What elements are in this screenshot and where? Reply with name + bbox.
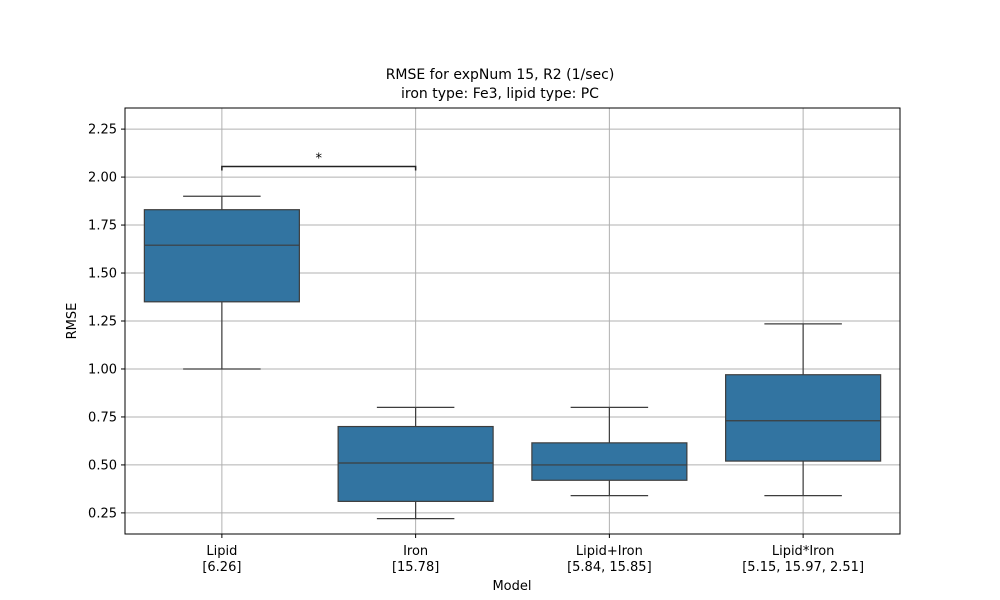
x-tick-sublabel: [6.26] (202, 560, 241, 575)
chart-subtitle: iron type: Fe3, lipid type: PC (401, 86, 599, 102)
x-tick-label: Lipid (206, 544, 237, 559)
y-axis-label: RMSE (65, 303, 80, 340)
box-lipid-iron (531, 442, 688, 481)
box-lipid (143, 209, 300, 303)
significance-annotation: * (221, 152, 417, 171)
x-tick-sublabel: [15.78] (392, 560, 439, 575)
y-tick-label: 0.75 (88, 410, 117, 425)
box-iron (337, 425, 494, 502)
significance-label: * (316, 152, 323, 167)
y-tick-label: 1.00 (88, 362, 117, 377)
y-tick-label: 2.00 (88, 171, 117, 186)
boxes (143, 195, 882, 520)
x-tick-label: Lipid+Iron (576, 544, 643, 559)
x-axis-ticks: Lipid[6.26] Iron[15.78] Lipid+Iron[5.84, 1… (202, 534, 864, 575)
box-lipid-iron (725, 374, 882, 462)
x-axis-label: Model (492, 579, 531, 594)
x-tick-sublabel: [5.15, 15.97, 2.51] (742, 560, 864, 575)
significance-bracket (221, 165, 417, 171)
y-tick-label: 2.25 (88, 123, 117, 138)
chart-title: RMSE for expNum 15, R2 (1/sec) (385, 67, 615, 83)
grid (125, 108, 900, 534)
y-tick-label: 1.25 (88, 315, 117, 330)
y-tick-label: 0.25 (88, 506, 117, 521)
y-axis-ticks: 0.25 0.50 0.75 1.00 1.25 1.50 1.75 2.00 2.25 (88, 123, 125, 521)
x-tick-label: Lipid*Iron (772, 544, 835, 559)
y-tick-label: 1.50 (88, 267, 117, 282)
x-tick-sublabel: [5.84, 15.85] (567, 560, 652, 575)
y-tick-label: 0.50 (88, 458, 117, 473)
y-tick-label: 1.75 (88, 219, 117, 234)
x-tick-label: Iron (403, 544, 428, 559)
